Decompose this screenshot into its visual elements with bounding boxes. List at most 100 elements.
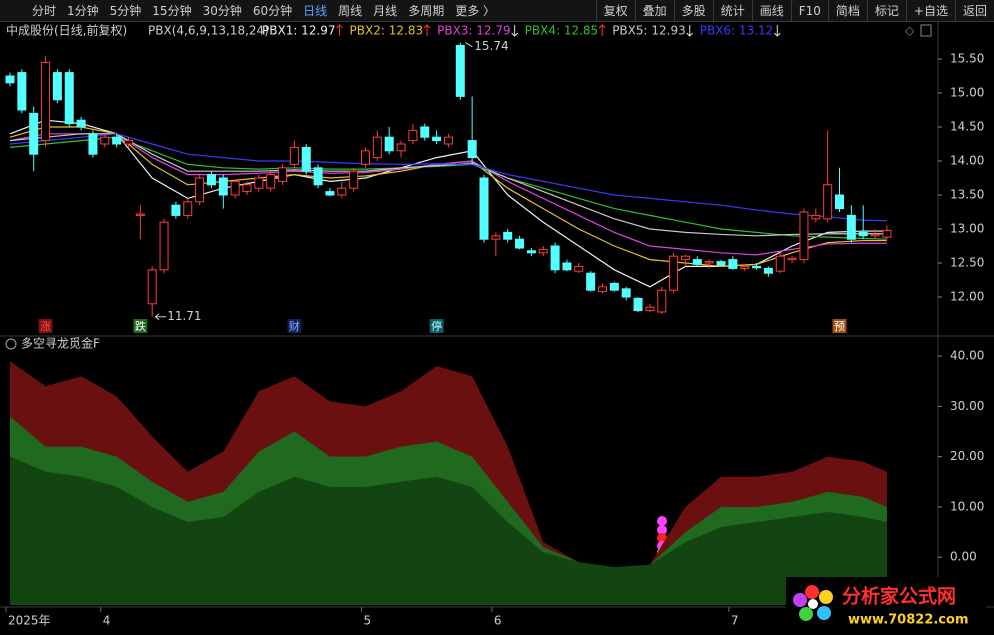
- toolbar-button[interactable]: 复权: [595, 0, 635, 22]
- logo-petal: [799, 607, 813, 621]
- period-tab[interactable]: 多周期: [408, 3, 445, 18]
- candle-body: [301, 146, 311, 172]
- toolbar-button[interactable]: 返回: [954, 0, 994, 22]
- area: [10, 456, 887, 605]
- x-tick-label: 5: [364, 614, 372, 628]
- icon[interactable]: ◇: [905, 24, 915, 38]
- y-tick-label: 15.50: [950, 52, 984, 66]
- candle-body: [870, 233, 880, 237]
- legend-entry: PBX6: 13.12: [700, 24, 774, 38]
- y-tick-label: 0.00: [950, 550, 977, 564]
- y-tick-label: 14.50: [950, 120, 984, 134]
- candle-body: [432, 136, 442, 142]
- logo-title: 分析家公式网: [842, 585, 956, 608]
- toolbar-button[interactable]: 统计: [712, 0, 752, 22]
- period-tab[interactable]: 周线: [338, 3, 363, 18]
- logo: 分析家公式网 www.70822.com: [786, 577, 986, 631]
- candle-body: [657, 289, 667, 313]
- candle-body: [633, 297, 643, 312]
- candle-body: [313, 167, 323, 186]
- indicator-title: 多空寻龙觅金F: [21, 336, 100, 351]
- event-box: [832, 319, 847, 333]
- toolbar-button[interactable]: 叠加: [634, 0, 674, 22]
- x-tick-label: 7: [731, 614, 739, 628]
- toolbar-button[interactable]: 简档: [827, 0, 867, 22]
- period-tab[interactable]: 60分钟: [252, 3, 293, 18]
- legend-entry: PBX5: 12.93: [612, 24, 686, 38]
- candle-body: [846, 214, 856, 240]
- x-tick-label: 2025年: [8, 614, 51, 628]
- candle-body: [669, 255, 679, 291]
- legend-entry: PBX4: 12.85: [525, 24, 599, 38]
- candle-body: [526, 250, 536, 254]
- min-label: 11.71: [167, 309, 201, 323]
- candle-body: [479, 177, 489, 240]
- legend-entry: PBX1: 12.97: [262, 24, 336, 38]
- y-tick-label: 40.00: [950, 349, 984, 363]
- period-tab[interactable]: 30分钟: [202, 3, 242, 18]
- toolbar-button[interactable]: F10: [790, 0, 828, 22]
- period-tab[interactable]: 更多 〉: [455, 3, 496, 18]
- signal-dot: [657, 516, 667, 526]
- candle-body: [586, 272, 596, 291]
- trend-arrow: [511, 25, 518, 37]
- candle-body: [41, 61, 51, 142]
- candle-body: [443, 136, 453, 145]
- period-tab[interactable]: 1分钟: [67, 3, 99, 18]
- logo-center: [808, 599, 818, 609]
- candle-body: [218, 177, 228, 196]
- logo-box: [786, 577, 986, 631]
- legend-entry: PBX3: 12.79: [437, 24, 511, 38]
- trend-arrow: [773, 25, 781, 37]
- candle-body: [752, 265, 762, 269]
- candle-body: [372, 136, 382, 159]
- candle-body: [135, 213, 145, 216]
- candle-body: [349, 170, 359, 189]
- event-label: 涨: [40, 320, 51, 333]
- candle-body: [621, 288, 631, 298]
- toolbar-button[interactable]: 多股: [673, 0, 713, 22]
- event-label: 财: [289, 319, 300, 333]
- candle-body: [775, 255, 785, 272]
- toolbar-button[interactable]: 画线: [751, 0, 791, 22]
- candle-body: [29, 112, 39, 155]
- icon[interactable]: [920, 24, 932, 37]
- max-label: 15.74: [474, 39, 508, 53]
- candle-body: [787, 257, 797, 261]
- period-tab[interactable]: 分时: [32, 3, 57, 18]
- candle-body: [645, 306, 655, 312]
- panel-icon[interactable]: [5, 338, 17, 350]
- candle-body: [763, 267, 773, 274]
- y-tick-label: 15.00: [950, 86, 984, 100]
- toolbar-button[interactable]: +自选: [905, 0, 955, 22]
- y-tick-label: 30.00: [950, 399, 984, 413]
- candle-body: [278, 167, 288, 182]
- candle-body: [835, 194, 844, 210]
- indicator-line: [9, 136, 887, 240]
- candle-body: [491, 235, 501, 240]
- indicator-name: PBX(4,6,9,13,18,24): [148, 24, 269, 38]
- period-tab[interactable]: 日线: [303, 3, 328, 18]
- event-box: [287, 319, 302, 333]
- x-tick-label: 6: [494, 614, 502, 628]
- y-tick-label: 13.50: [950, 188, 984, 202]
- period-tab[interactable]: 15分钟: [152, 3, 192, 18]
- period-tab[interactable]: 月线: [373, 3, 398, 18]
- toolbar-button[interactable]: 标记: [866, 0, 906, 22]
- candle-body: [396, 143, 406, 152]
- candle-body: [858, 231, 868, 237]
- candle-body: [289, 146, 299, 165]
- candle-body: [159, 221, 169, 271]
- event-box: [38, 319, 53, 333]
- candle-body: [5, 75, 15, 84]
- period-tab[interactable]: 5分钟: [109, 3, 142, 18]
- candle-body: [609, 282, 619, 291]
- signal-dot: [657, 533, 667, 543]
- candle-body: [538, 248, 548, 254]
- candle-body: [64, 72, 74, 125]
- candle-body: [183, 201, 193, 216]
- candle-body: [704, 261, 714, 264]
- candle-body: [467, 140, 477, 159]
- candle-body: [728, 259, 738, 269]
